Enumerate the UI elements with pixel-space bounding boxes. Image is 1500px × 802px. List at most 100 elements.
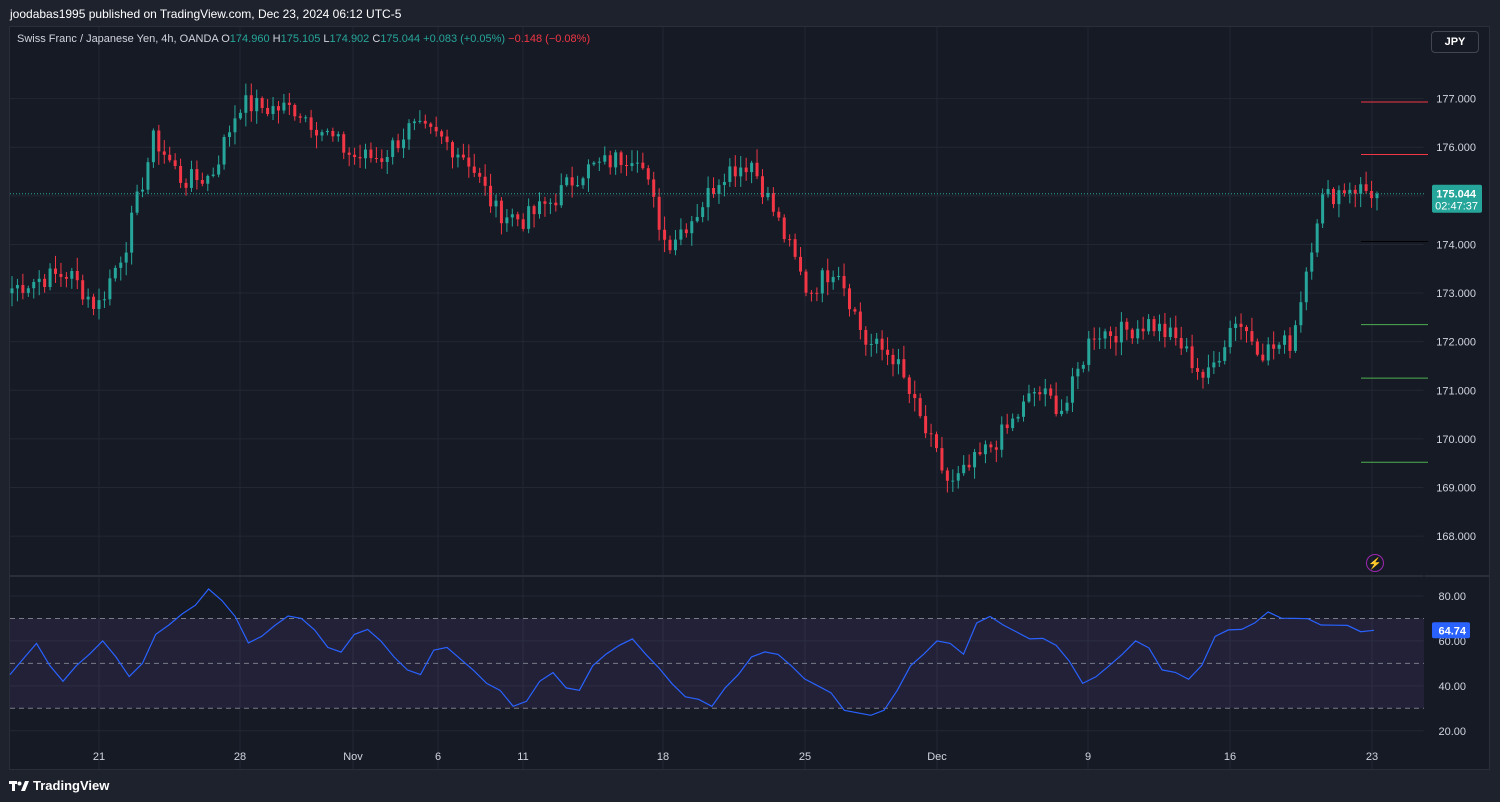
candle-body <box>472 166 476 173</box>
legend-open-label: O <box>221 33 230 45</box>
candle-body <box>342 134 346 153</box>
legend-close: 175.044 <box>380 33 421 45</box>
time-tick-label: 6 <box>435 751 441 763</box>
rsi-value-badge <box>1432 622 1470 639</box>
time-tick-label: 16 <box>1224 751 1236 763</box>
candle-body <box>663 229 667 240</box>
candle-body <box>1152 319 1156 332</box>
time-tick-label: 21 <box>93 751 105 763</box>
candle-body <box>1190 346 1194 369</box>
header-bar: joodabas1995 published on TradingView.co… <box>0 0 1500 26</box>
candle-body <box>217 164 221 175</box>
candle-body <box>1141 328 1145 332</box>
candle-body <box>37 278 41 282</box>
tradingview-logo[interactable]: TradingView <box>9 778 109 793</box>
candle-body <box>1174 327 1178 339</box>
candle-body <box>478 172 482 177</box>
candle-body <box>847 288 851 310</box>
candle-body <box>722 181 726 185</box>
candle-body <box>1130 329 1134 339</box>
candle-body <box>412 121 416 124</box>
candle-body <box>641 162 645 169</box>
candle-body <box>1016 416 1020 419</box>
candle-body <box>1119 321 1123 343</box>
candle-body <box>510 214 514 218</box>
price-tick-label: 171.000 <box>1436 385 1476 397</box>
candle-body <box>809 292 813 294</box>
candle-body <box>369 149 373 159</box>
lightning-icon[interactable]: ⚡ <box>1366 554 1384 572</box>
candle-body <box>635 162 639 164</box>
candle-body <box>211 174 215 176</box>
candle-body <box>532 206 536 215</box>
candle-body <box>48 268 52 287</box>
candle-body <box>374 158 378 160</box>
candle-body <box>619 152 623 165</box>
candle-body <box>1070 376 1074 403</box>
candle-body <box>1103 331 1107 339</box>
candle-body <box>554 202 558 206</box>
candle-body <box>418 120 422 122</box>
candle-body <box>276 106 280 111</box>
brand-label: TradingView <box>33 778 110 793</box>
candle-body <box>244 95 248 113</box>
candle-body <box>896 359 900 365</box>
candle-body <box>728 166 732 182</box>
candle-body <box>1299 302 1303 326</box>
time-tick-label: 18 <box>657 751 669 763</box>
candle-body <box>516 214 520 220</box>
candle-body <box>347 152 351 155</box>
candle-body <box>336 134 340 137</box>
candle-body <box>565 177 569 186</box>
candle-body <box>701 207 705 217</box>
candle-body <box>1272 344 1276 349</box>
candle-body <box>1315 223 1319 253</box>
candle-body <box>1136 328 1140 339</box>
candle-body <box>1364 184 1368 191</box>
candle-body <box>875 338 879 344</box>
candle-body <box>505 217 509 224</box>
candle-body <box>1239 323 1243 327</box>
candle-body <box>956 473 960 481</box>
candle-body <box>271 106 275 115</box>
candle-body <box>1054 395 1058 415</box>
candle-body <box>684 229 688 234</box>
time-tick-label: Dec <box>927 751 947 763</box>
candle-body <box>788 239 792 241</box>
rsi-line <box>9 588 1375 716</box>
candle-body <box>527 206 531 229</box>
candle-body <box>1228 328 1232 348</box>
candle-body <box>826 270 830 283</box>
candle-body <box>70 270 74 279</box>
candle-body <box>1049 388 1053 396</box>
candle-body <box>440 131 444 137</box>
candle-body <box>282 102 286 111</box>
candle-body <box>1244 326 1248 332</box>
candle-body <box>260 98 264 108</box>
candle-body <box>869 343 873 345</box>
candle-body <box>1060 410 1064 415</box>
last-price-label: 175.044 <box>1436 189 1477 201</box>
candle-body <box>1005 424 1009 429</box>
candle-body <box>1206 367 1210 378</box>
countdown-label: 02:47:37 <box>1435 201 1478 213</box>
candle-body <box>363 149 367 159</box>
currency-button[interactable]: JPY <box>1431 31 1479 53</box>
candle-body <box>614 152 618 168</box>
candle-body <box>43 278 47 287</box>
candle-body <box>429 123 433 127</box>
candle-body <box>1000 424 1004 450</box>
candle-body <box>858 311 862 330</box>
price-legend: Swiss Franc / Japanese Yen, 4h, OANDA O1… <box>17 33 590 45</box>
candle-body <box>804 271 808 293</box>
candle-body <box>717 184 721 194</box>
candle-body <box>353 154 357 158</box>
candle-body <box>1043 388 1047 395</box>
candle-body <box>1348 189 1352 194</box>
candle-body <box>135 191 139 213</box>
legend-change-secondary: −0.148 (−0.08%) <box>508 33 591 45</box>
candle-body <box>668 239 672 251</box>
candle-body <box>184 182 188 188</box>
candle-body <box>548 202 552 204</box>
